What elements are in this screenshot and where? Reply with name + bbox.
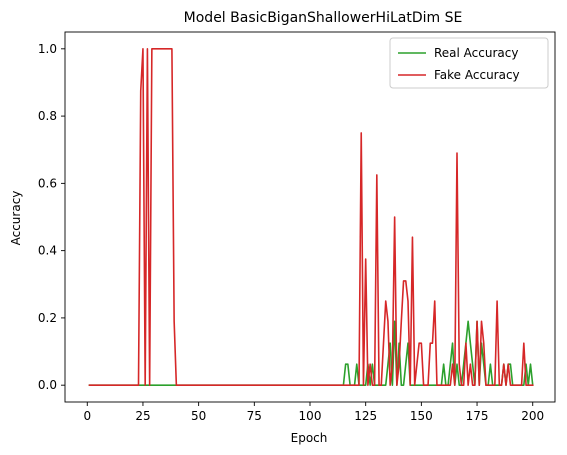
x-tick-label: 150 <box>410 409 433 423</box>
series-line-fake-accuracy <box>88 48 534 386</box>
x-tick-label: 75 <box>247 409 262 423</box>
y-tick-label: 0.8 <box>38 109 57 123</box>
legend-box <box>389 37 549 89</box>
y-tick-label: 0.0 <box>38 378 57 392</box>
x-axis-label: Epoch <box>291 431 328 445</box>
x-tick-label: 100 <box>299 409 322 423</box>
chart-title: Model BasicBiganShallowerHiLatDim SE <box>184 10 463 26</box>
plot-area: 0 25 50 75 100 125 150 175 200 0.0 0.2 0.4 0.6 0.8 1.0… <box>38 31 556 423</box>
y-tick-label: 0.6 <box>38 176 57 190</box>
legend: Real Accuracy Fake Accuracy <box>389 37 549 89</box>
legend-label: Fake Accuracy <box>434 68 520 82</box>
x-tick-label: 200 <box>521 409 544 423</box>
y-tick-label: 0.4 <box>38 244 57 258</box>
y-tick-label: 0.2 <box>38 311 57 325</box>
x-tick-label: 0 <box>83 409 91 423</box>
y-axis-label: Accuracy <box>9 191 23 246</box>
legend-label: Real Accuracy <box>434 46 518 60</box>
x-tick-label: 50 <box>191 409 206 423</box>
x-tick-label: 175 <box>466 409 489 423</box>
x-tick-label: 125 <box>354 409 377 423</box>
y-tick-label: 1.0 <box>38 42 57 56</box>
x-tick-label: 25 <box>135 409 150 423</box>
